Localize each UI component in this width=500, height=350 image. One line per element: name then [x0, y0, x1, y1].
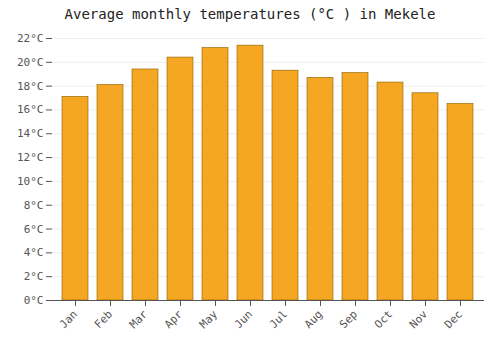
- html-text:Average monthly temperatures (: Average monthly temperatures (°C ) in Me…: [64, 6, 436, 22]
- svg-text:Sep: Sep: [337, 308, 360, 331]
- svg-text:12°C: 12°C: [17, 151, 44, 164]
- svg-text:Jun: Jun: [232, 308, 255, 331]
- svg-text:Dec: Dec: [442, 308, 465, 331]
- svg-text:Oct: Oct: [372, 308, 395, 331]
- svg-text:8°C: 8°C: [24, 199, 44, 212]
- svg-text:20°C: 20°C: [17, 56, 44, 69]
- svg-text:18°C: 18°C: [17, 80, 44, 93]
- svg-text:0°C: 0°C: [24, 294, 44, 307]
- svg-text:Feb: Feb: [92, 308, 115, 331]
- svg-text:Apr: Apr: [162, 307, 186, 331]
- svg-text:10°C: 10°C: [17, 175, 44, 188]
- svg-text:Mar: Mar: [127, 307, 151, 331]
- svg-text:Jul: Jul: [267, 308, 290, 331]
- svg-text:6°C: 6°C: [24, 223, 44, 236]
- svg-text:Jan: Jan: [57, 308, 80, 331]
- svg-text:Aug: Aug: [302, 308, 325, 331]
- svg-text:Nov: Nov: [407, 307, 431, 331]
- svg-text:May: May: [197, 307, 221, 331]
- svg-text:22°C: 22°C: [17, 32, 44, 45]
- svg-text:4°C: 4°C: [24, 246, 44, 259]
- svg-text:14°C: 14°C: [17, 127, 44, 140]
- svg-text:16°C: 16°C: [17, 103, 44, 116]
- svg-text:2°C: 2°C: [24, 270, 44, 283]
